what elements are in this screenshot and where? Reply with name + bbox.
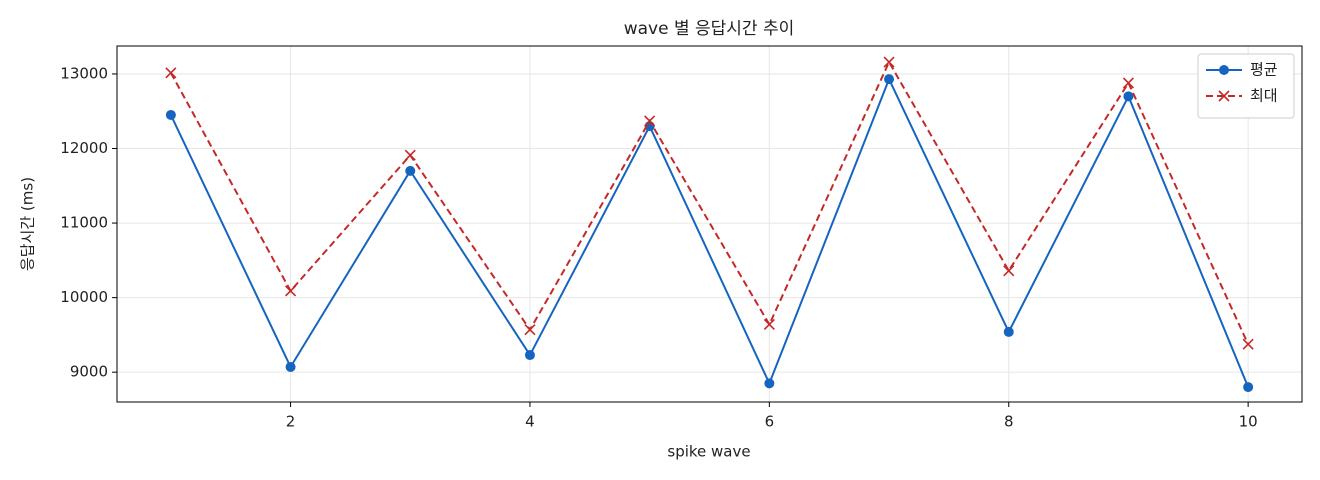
legend-marker [1219,65,1229,75]
point [1122,77,1135,89]
series-line [169,76,1250,388]
point [883,56,895,68]
point [764,378,775,389]
point [1242,338,1254,350]
legend-box [1197,53,1295,119]
y-axis-label: 응답시간 (ms) [19,177,37,271]
point [404,149,416,161]
point [1003,265,1015,277]
x-tick-label: 6 [765,413,775,431]
point [165,67,177,79]
y-tick-label: 13000 [60,64,108,82]
legend-label: 평균 [1250,61,1278,79]
point [165,109,176,120]
point [1243,382,1254,393]
point [524,350,535,361]
x-tick-label: 2 [286,413,296,431]
x-tick-label: 10 [1239,413,1258,431]
point [524,324,536,336]
point [644,115,656,127]
chart-title: wave 별 응답시간 추이 [624,19,795,39]
x-axis-label: spike wave [667,443,750,461]
legend-label: 최대 [1250,87,1278,105]
y-tick-label: 11000 [60,214,108,232]
x-tick-label: 4 [525,413,535,431]
plot-frame [116,45,1303,403]
y-tick-label: 12000 [60,139,108,157]
point [1003,326,1014,337]
point [763,318,775,331]
point [884,74,895,85]
point [405,165,416,176]
point [285,361,296,372]
point [1123,91,1134,102]
point [284,285,297,297]
x-tick-label: 8 [1004,413,1014,431]
series-line [169,59,1250,345]
y-tick-label: 9000 [70,363,108,381]
legend-marker [1218,90,1230,102]
y-tick-label: 10000 [60,288,108,306]
